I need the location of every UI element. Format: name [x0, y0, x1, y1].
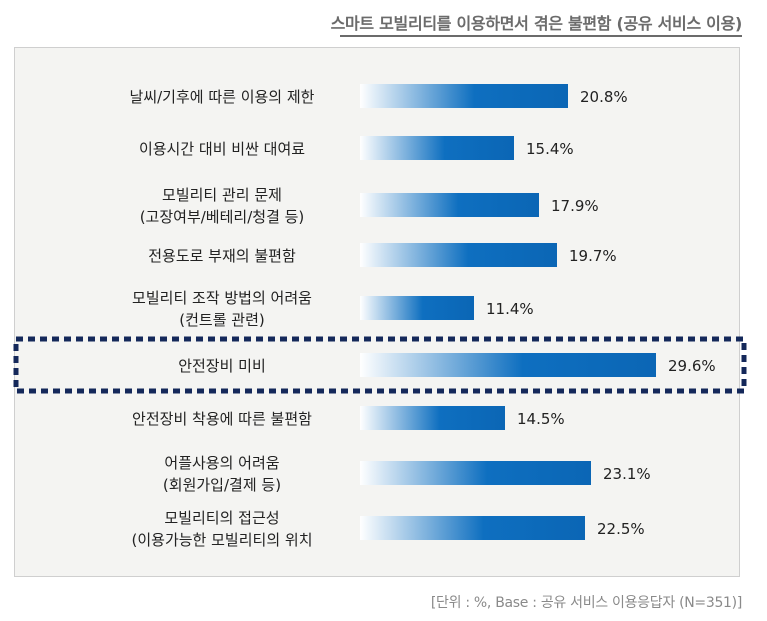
category-label-8-1: 어플사용의 어려움 — [164, 454, 279, 472]
bar-4 — [360, 243, 557, 267]
value-label-7: 14.5% — [517, 410, 565, 428]
category-label-3-2: (고장여부/베테리/청결 등) — [140, 208, 305, 226]
value-label-6: 29.6% — [668, 357, 716, 375]
chart-title: 스마트 모빌리티를 이용하면서 겪은 불편함 (공유 서비스 이용) — [330, 14, 743, 33]
value-label-3: 17.9% — [551, 197, 599, 215]
bar-6 — [360, 353, 656, 377]
value-label-8: 23.1% — [603, 465, 651, 483]
bar-7 — [360, 406, 505, 430]
bar-5 — [360, 296, 474, 320]
category-label-4-1: 전용도로 부재의 불편함 — [148, 247, 296, 265]
category-label-9-1: 모빌리티의 접근성 — [164, 509, 279, 527]
bar-1 — [360, 84, 568, 108]
value-label-5: 11.4% — [486, 300, 534, 318]
category-label-6-1: 안전장비 미비 — [178, 357, 266, 375]
category-label-7-1: 안전장비 착용에 따른 불편함 — [132, 410, 312, 428]
title-underline — [340, 35, 742, 37]
value-label-9: 22.5% — [597, 520, 645, 538]
bar-9 — [360, 516, 585, 540]
value-label-4: 19.7% — [569, 247, 617, 265]
bar-3 — [360, 193, 539, 217]
bar-8 — [360, 461, 591, 485]
category-label-2-1: 이용시간 대비 비싼 대여료 — [139, 140, 305, 158]
bar-2 — [360, 136, 514, 160]
value-label-1: 20.8% — [580, 88, 628, 106]
category-label-8-2: (회원가입/결제 등) — [163, 476, 281, 494]
category-label-1-1: 날씨/기후에 따른 이용의 제한 — [130, 88, 315, 106]
category-label-5-1: 모빌리티 조작 방법의 어려움 — [132, 289, 312, 307]
footer-note: [단위 : %, Base : 공유 서비스 이용응답자 (N=351)] — [430, 595, 742, 611]
category-label-3-1: 모빌리티 관리 문제 — [162, 186, 282, 204]
highlight-box — [13, 336, 747, 394]
category-label-9-2: (이용가능한 모빌리티의 위치 — [132, 531, 313, 549]
value-label-2: 15.4% — [526, 140, 574, 158]
category-label-5-2: (컨트롤 관련) — [179, 311, 264, 329]
